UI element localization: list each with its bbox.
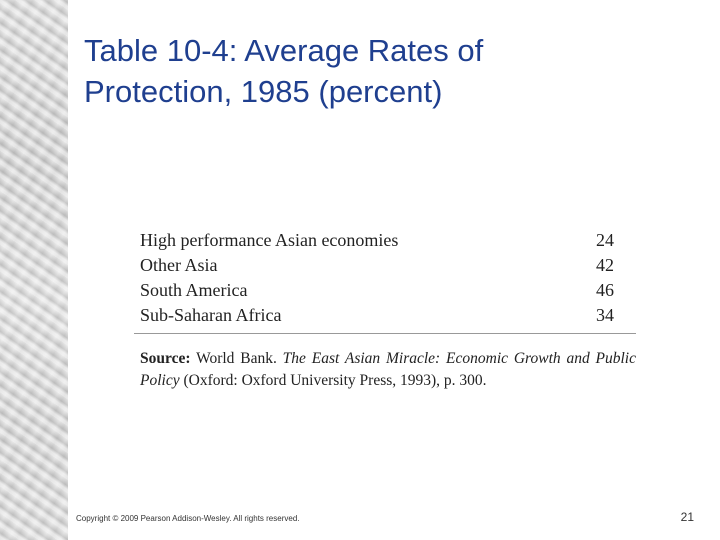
rate-value: 34 (596, 305, 614, 325)
copyright-notice: Copyright © 2009 Pearson Addison-Wesley.… (76, 514, 300, 523)
table-row: South America 46 (134, 278, 636, 303)
slide-title: Table 10-4: Average Rates of Protection,… (84, 30, 684, 112)
protection-table: High performance Asian economies 24 Othe… (134, 228, 636, 392)
table-row: High performance Asian economies 24 (134, 228, 636, 253)
source-publisher: (Oxford: Oxford University Press, 1993),… (183, 372, 487, 389)
rate-value: 46 (596, 280, 614, 300)
marble-sidebar-decoration (0, 0, 68, 540)
table-divider (134, 333, 636, 334)
title-line-1: Table 10-4: Average Rates of (84, 33, 484, 68)
source-book-title: The East Asian Miracle: Economic Growth … (140, 350, 636, 389)
rate-value: 24 (596, 230, 614, 250)
rate-value: 42 (596, 255, 614, 275)
region-label: Other Asia (140, 255, 218, 275)
source-note: Source: World Bank. The East Asian Mirac… (134, 348, 636, 392)
table-row: Other Asia 42 (134, 253, 636, 278)
region-label: High performance Asian economies (140, 230, 399, 250)
source-label: Source: (140, 350, 191, 367)
source-org: World Bank. (196, 350, 277, 367)
title-line-2: Protection, 1985 (percent) (84, 74, 443, 109)
table-row: Sub-Saharan Africa 34 (134, 303, 636, 328)
region-label: Sub-Saharan Africa (140, 305, 282, 325)
page-number: 21 (680, 510, 694, 524)
region-label: South America (140, 280, 248, 300)
